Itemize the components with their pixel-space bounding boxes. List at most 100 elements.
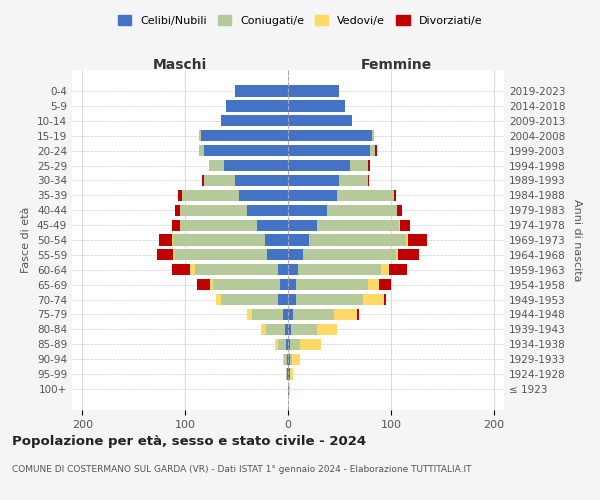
- Bar: [396, 250, 398, 260]
- Bar: [283, 309, 288, 320]
- Bar: [383, 294, 386, 305]
- Bar: [278, 338, 286, 350]
- Bar: [379, 279, 391, 290]
- Bar: [298, 264, 380, 276]
- Bar: [389, 264, 407, 276]
- Bar: [409, 234, 427, 246]
- Bar: [235, 175, 288, 186]
- Bar: [317, 324, 337, 335]
- Bar: [268, 250, 288, 260]
- Bar: [180, 220, 257, 230]
- Bar: [317, 220, 399, 230]
- Bar: [288, 190, 337, 201]
- Bar: [172, 234, 173, 246]
- Bar: [288, 309, 293, 320]
- Bar: [289, 384, 290, 394]
- Bar: [173, 234, 265, 246]
- Bar: [203, 145, 288, 156]
- Bar: [288, 368, 290, 380]
- Bar: [178, 190, 182, 201]
- Bar: [288, 115, 352, 126]
- Bar: [288, 130, 373, 141]
- Bar: [247, 204, 288, 216]
- Bar: [199, 145, 203, 156]
- Bar: [283, 354, 284, 365]
- Text: Femmine: Femmine: [361, 58, 431, 71]
- Bar: [190, 264, 196, 276]
- Bar: [380, 264, 389, 276]
- Bar: [173, 250, 175, 260]
- Bar: [213, 279, 280, 290]
- Bar: [203, 175, 235, 186]
- Bar: [180, 204, 247, 216]
- Bar: [288, 86, 340, 96]
- Bar: [257, 220, 288, 230]
- Bar: [221, 115, 288, 126]
- Bar: [340, 175, 368, 186]
- Bar: [398, 250, 419, 260]
- Text: Popolazione per età, sesso e stato civile - 2024: Popolazione per età, sesso e stato civil…: [12, 435, 366, 448]
- Bar: [406, 234, 409, 246]
- Bar: [368, 175, 369, 186]
- Bar: [280, 279, 288, 290]
- Bar: [235, 86, 288, 96]
- Bar: [290, 368, 293, 380]
- Bar: [288, 145, 370, 156]
- Bar: [373, 130, 374, 141]
- Bar: [287, 354, 288, 365]
- Bar: [285, 324, 288, 335]
- Bar: [202, 175, 203, 186]
- Bar: [172, 220, 180, 230]
- Bar: [290, 338, 301, 350]
- Bar: [334, 309, 357, 320]
- Bar: [288, 384, 289, 394]
- Bar: [261, 324, 266, 335]
- Bar: [394, 190, 396, 201]
- Bar: [296, 294, 363, 305]
- Bar: [293, 309, 334, 320]
- Bar: [200, 130, 288, 141]
- Bar: [288, 204, 327, 216]
- Legend: Celibi/Nubili, Coniugati/e, Vedovi/e, Divorziati/e: Celibi/Nubili, Coniugati/e, Vedovi/e, Di…: [113, 10, 487, 30]
- Bar: [370, 145, 376, 156]
- Bar: [216, 294, 221, 305]
- Bar: [288, 220, 317, 230]
- Bar: [308, 234, 406, 246]
- Text: COMUNE DI COSTERMANO SUL GARDA (VR) - Dati ISTAT 1° gennaio 2024 - Elaborazione : COMUNE DI COSTERMANO SUL GARDA (VR) - Da…: [12, 465, 472, 474]
- Bar: [287, 368, 288, 380]
- Bar: [327, 204, 397, 216]
- Bar: [288, 279, 296, 290]
- Bar: [175, 250, 268, 260]
- Bar: [275, 338, 278, 350]
- Bar: [221, 294, 278, 305]
- Bar: [265, 234, 288, 246]
- Bar: [197, 279, 210, 290]
- Bar: [266, 324, 285, 335]
- Bar: [160, 234, 172, 246]
- Bar: [296, 279, 368, 290]
- Bar: [288, 338, 290, 350]
- Bar: [284, 354, 287, 365]
- Bar: [175, 204, 180, 216]
- Bar: [400, 220, 410, 230]
- Bar: [288, 354, 290, 365]
- Bar: [288, 264, 298, 276]
- Bar: [278, 294, 288, 305]
- Bar: [224, 160, 288, 171]
- Bar: [252, 309, 283, 320]
- Bar: [288, 294, 296, 305]
- Bar: [286, 338, 288, 350]
- Bar: [239, 190, 288, 201]
- Bar: [337, 190, 394, 201]
- Bar: [157, 250, 173, 260]
- Bar: [196, 264, 278, 276]
- Bar: [291, 324, 317, 335]
- Bar: [288, 324, 291, 335]
- Bar: [399, 220, 400, 230]
- Bar: [288, 250, 304, 260]
- Text: Maschi: Maschi: [153, 58, 207, 71]
- Bar: [247, 309, 252, 320]
- Bar: [172, 264, 190, 276]
- Bar: [368, 160, 370, 171]
- Bar: [357, 309, 359, 320]
